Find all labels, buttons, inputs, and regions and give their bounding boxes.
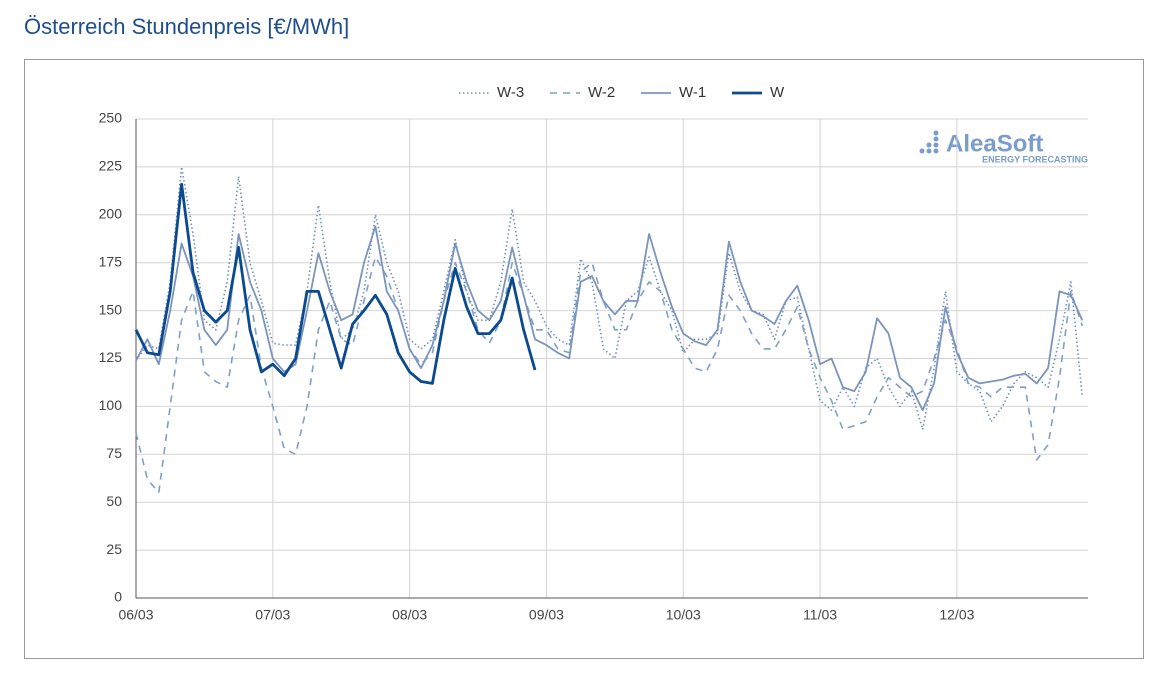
logo-name: AleaSoft <box>946 130 1043 157</box>
legend-item: W-1 <box>641 84 706 101</box>
logo-dot <box>933 130 939 136</box>
chart-title: Österreich Stundenpreis [€/MWh] <box>24 14 349 39</box>
x-tick-label: 07/03 <box>255 607 290 623</box>
logo-dot <box>926 148 932 154</box>
legend-label: W-3 <box>497 84 524 101</box>
chart-frame <box>24 59 1144 659</box>
y-tick-label: 225 <box>99 158 123 174</box>
y-tick-label: 25 <box>106 541 122 557</box>
logo-dot <box>933 142 939 148</box>
logo: AleaSoft ENERGY FORECASTING <box>919 130 1088 164</box>
series-line <box>134 182 537 385</box>
y-tick-label: 150 <box>99 301 123 317</box>
x-tick-label: 11/03 <box>803 607 837 623</box>
logo-dot <box>933 148 939 154</box>
legend-label: W-1 <box>679 84 706 101</box>
y-tick-label: 50 <box>106 493 122 509</box>
x-tick-label: 12/03 <box>939 607 974 623</box>
y-tick-label: 250 <box>99 110 123 126</box>
logo-tagline: ENERGY FORECASTING <box>982 154 1088 164</box>
y-tick-label: 100 <box>99 397 123 413</box>
y-tick-label: 200 <box>99 206 123 222</box>
series-line <box>135 166 1084 431</box>
legend-label: W-2 <box>588 84 615 101</box>
y-tick-label: 0 <box>114 589 122 605</box>
y-tick-label: 75 <box>106 445 122 461</box>
legend-item: W-3 <box>459 84 524 101</box>
series-line <box>135 225 1084 412</box>
legend: W-3 W-2 W-1 W <box>459 84 785 101</box>
legend-item: W-2 <box>550 84 615 101</box>
logo-dot <box>933 136 939 142</box>
series-line <box>135 256 1084 494</box>
x-tick-label: 09/03 <box>529 607 564 623</box>
x-tick-label: 06/03 <box>118 607 153 623</box>
x-tick-label: 10/03 <box>666 607 701 623</box>
y-tick-label: 125 <box>99 349 123 365</box>
legend-label: W <box>770 84 785 101</box>
logo-dot <box>926 142 932 148</box>
x-tick-label: 08/03 <box>392 607 427 623</box>
y-tick-label: 175 <box>99 253 123 269</box>
legend-item: W <box>732 84 785 101</box>
logo-dot <box>919 148 925 154</box>
